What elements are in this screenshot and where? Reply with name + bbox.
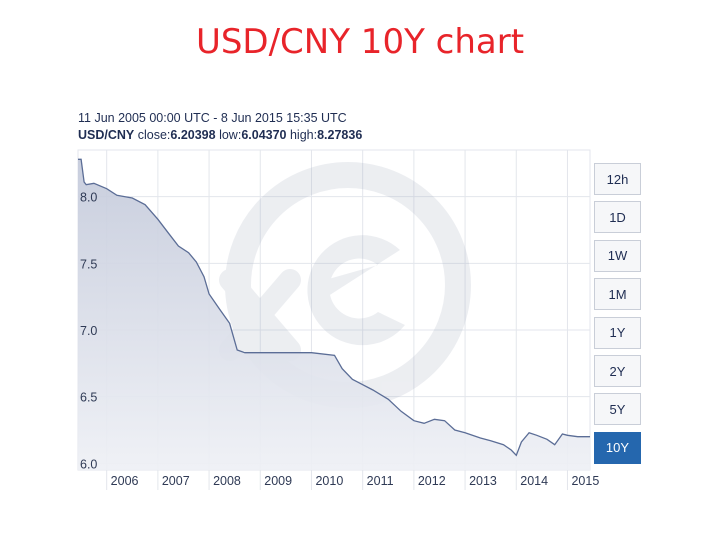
low-value: 6.04370 [241, 128, 287, 142]
high-value: 8.27836 [317, 128, 363, 142]
y-tick-label: 6.0 [80, 457, 97, 471]
x-tick-label: 2011 [367, 474, 394, 488]
y-tick-label: 8.0 [80, 191, 97, 205]
x-tick-label: 2009 [264, 474, 292, 488]
price-summary: USD/CNY close:6.20398 low:6.04370 high:8… [78, 128, 362, 142]
x-tick-label: 2014 [520, 474, 548, 488]
x-axis: 2006 2007 2008 2009 2010 2011 2012 2013 2014 2015 [111, 474, 600, 488]
x-tick-label: 2008 [213, 474, 241, 488]
range-button-5y[interactable]: 5Y [594, 393, 641, 426]
low-label: low: [219, 128, 242, 142]
range-button-1d[interactable]: 1D [594, 201, 641, 234]
pair-name: USD/CNY [78, 128, 135, 142]
x-tick-label: 2015 [571, 474, 599, 488]
y-tick-label: 7.5 [80, 257, 97, 271]
range-button-1m[interactable]: 1M [594, 278, 641, 311]
range-button-10y[interactable]: 10Y [594, 431, 641, 464]
x-tick-label: 2010 [315, 474, 343, 488]
range-button-2y[interactable]: 2Y [594, 355, 641, 387]
close-label: close: [137, 128, 171, 142]
x-tick-label: 2007 [162, 474, 190, 488]
range-button-1y[interactable]: 1Y [594, 316, 641, 349]
slide-title: USD/CNY 10Y chart [195, 22, 525, 62]
x-tick-label: 2006 [111, 474, 139, 488]
high-label: high: [289, 128, 318, 142]
y-tick-label: 7.0 [80, 324, 97, 338]
close-value: 6.20398 [170, 128, 216, 142]
price-area [78, 158, 590, 471]
area-fill [78, 159, 590, 471]
range-button-1w[interactable]: 1W [594, 239, 641, 272]
x-tick-label: 2012 [418, 474, 446, 488]
date-range-text: 11 Jun 2005 00:00 UTC - 8 Jun 2015 15:35… [78, 111, 347, 125]
range-button-12h[interactable]: 12h [594, 163, 641, 195]
price-line [78, 158, 590, 457]
x-tick-label: 2013 [469, 474, 497, 488]
y-tick-label: 6.5 [80, 391, 97, 405]
y-axis: 8.0 7.5 7.0 6.5 6.0 [80, 191, 97, 472]
